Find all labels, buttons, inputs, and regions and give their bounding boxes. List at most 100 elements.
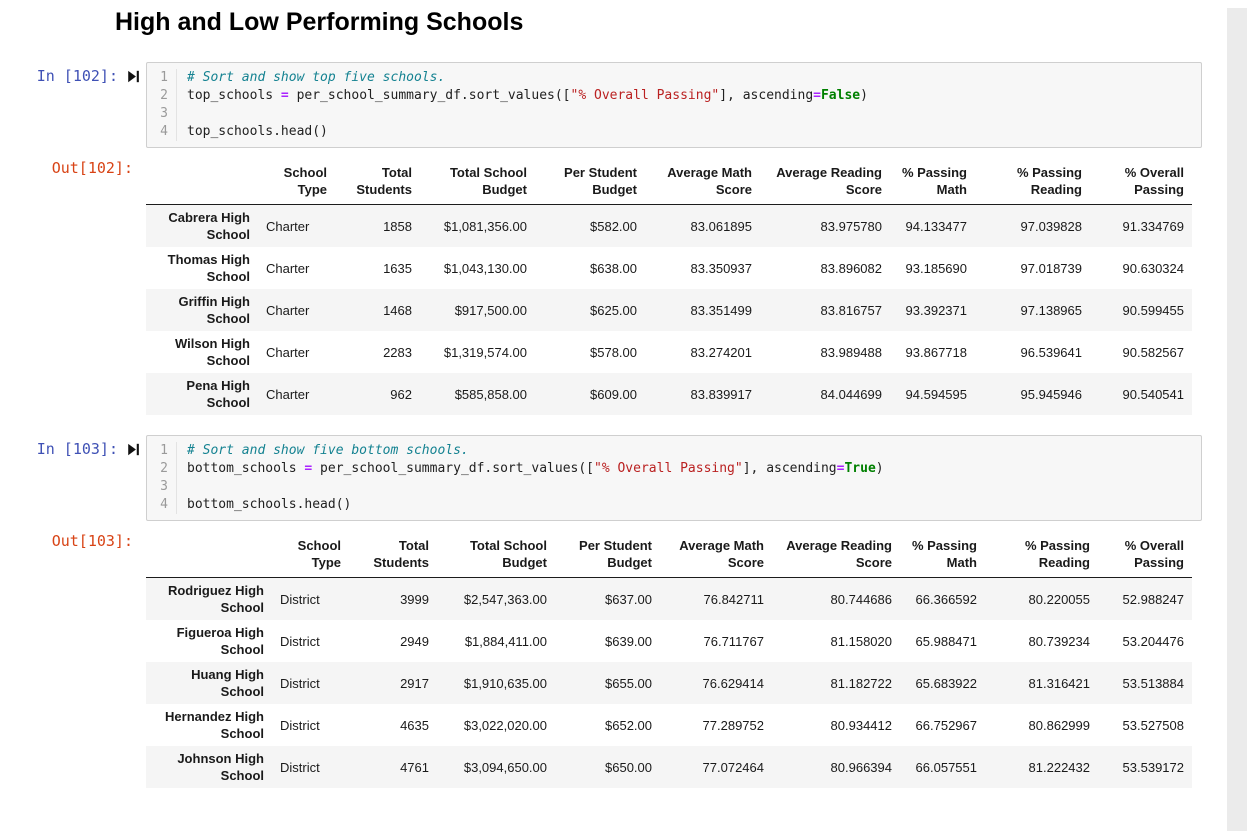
table-cell: 81.222432 (1028, 759, 1090, 775)
code-token-plain: top_schools (187, 88, 281, 103)
table-cell: 90.540541 (1122, 386, 1184, 402)
table-cell: 65.683922 (915, 675, 977, 691)
table-cell: Charter (266, 344, 310, 360)
step-forward-icon[interactable] (127, 70, 140, 83)
table-cell: 66.366592 (915, 591, 977, 607)
output-area: School Type Total Students Total School Bu… (146, 527, 1192, 788)
table-cell: 83.839917 (690, 386, 752, 402)
table-cell: $655.00 (605, 675, 652, 691)
table-cell: $638.00 (590, 260, 637, 276)
table-cell: 65.988471 (915, 633, 977, 649)
column-header: Average Math Score (660, 531, 772, 578)
code-line: 2 bottom_schools = per_school_summary_df.… (147, 460, 1201, 478)
table-cell: 4761 (400, 759, 429, 775)
table-row: Thomas High School Charter 1635 $1,043,130.… (146, 247, 1192, 289)
table-cell: $652.00 (605, 717, 652, 733)
index-column-header (146, 531, 272, 578)
index-column-header (146, 158, 258, 205)
step-forward-icon[interactable] (127, 443, 140, 456)
code-token-string: "% Overall Passing" (594, 461, 743, 476)
row-header: Johnson High School (177, 751, 264, 783)
vertical-scrollbar[interactable] (1227, 8, 1247, 831)
code-line: 1 # Sort and show top five schools. (147, 69, 1201, 87)
line-number: 1 (147, 69, 177, 87)
table-cell: 90.630324 (1122, 260, 1184, 276)
row-header: Cabrera High School (168, 210, 250, 242)
table-cell: 80.220055 (1028, 591, 1090, 607)
table-row: Hernandez High School District 4635 $3,022,… (146, 704, 1192, 746)
cell-output-row: Out[102]: School Type Total Students Total… (0, 154, 1227, 415)
code-editor[interactable]: 1 # Sort and show five bottom schools. 2 bo… (146, 435, 1202, 521)
code-line: 3 (147, 105, 1201, 123)
input-prompt-label: In [102]: (36, 67, 118, 85)
column-header: Per Student Budget (535, 158, 645, 205)
table-cell: 95.945946 (1020, 386, 1082, 402)
column-header: Per Student Budget (555, 531, 660, 578)
output-area: School Type Total Students Total School Bu… (146, 154, 1192, 415)
code-editor[interactable]: 1 # Sort and show top five schools. 2 top_s… (146, 62, 1202, 148)
column-header: Average Math Score (645, 158, 760, 205)
table-cell: 97.039828 (1020, 218, 1082, 234)
header-row: School Type Total Students Total School Bu… (146, 531, 1192, 578)
table-cell: Charter (266, 218, 310, 234)
table-cell: 93.185690 (905, 260, 967, 276)
input-prompt-label: In [103]: (36, 440, 118, 458)
table-cell: 94.594595 (905, 386, 967, 402)
table-cell: 80.934412 (830, 717, 892, 733)
notebook-cell: In [102]: 1 # Sort and show top five scho… (0, 62, 1227, 415)
table-cell: 83.896082 (820, 260, 882, 276)
header-row: School Type Total Students Total School Bu… (146, 158, 1192, 205)
table-cell: 81.182722 (830, 675, 892, 691)
code-token-plain: ], ascending (742, 461, 837, 476)
table-cell: $3,022,020.00 (463, 717, 547, 733)
code-token-plain: ) (860, 88, 868, 103)
table-cell: Charter (266, 302, 310, 318)
prompt-column: In [102]: (0, 62, 146, 85)
table-cell: 94.133477 (905, 218, 967, 234)
table-cell: District (280, 717, 320, 733)
table-row: Johnson High School District 4761 $3,094,65… (146, 746, 1192, 788)
table-cell: 53.527508 (1122, 717, 1184, 733)
code-line: 4 bottom_schools.head() (147, 496, 1201, 514)
code-text: bottom_schools = per_school_summary_df.s… (177, 460, 884, 478)
code-token-plain: ], ascending (719, 88, 814, 103)
column-header: Total Students (349, 531, 437, 578)
row-header: Hernandez High School (165, 709, 264, 741)
row-header: Wilson High School (175, 336, 250, 368)
table-cell: 80.744686 (830, 591, 892, 607)
table-cell: District (280, 633, 320, 649)
table-cell: 76.629414 (702, 675, 764, 691)
code-token-comment: # Sort and show top five schools. (187, 70, 446, 85)
column-header: Average Reading Score (772, 531, 900, 578)
input-prompt: In [102]: (0, 62, 146, 85)
row-header: Griffin High School (178, 294, 251, 326)
column-header: Total School Budget (420, 158, 535, 205)
line-number: 2 (147, 87, 177, 105)
table-cell: 52.988247 (1122, 591, 1184, 607)
code-token-string: "% Overall Passing" (570, 88, 720, 103)
code-token-operator: = (304, 461, 313, 476)
notebook-page: High and Low Performing Schools In [102]… (0, 8, 1227, 788)
table-cell: 53.513884 (1122, 675, 1184, 691)
table-cell: 90.582567 (1122, 344, 1184, 360)
line-number: 2 (147, 460, 177, 478)
table-cell: 97.138965 (1020, 302, 1082, 318)
output-prompt: Out[102]: (51, 159, 133, 177)
table-row: Huang High School District 2917 $1,910,635.… (146, 662, 1192, 704)
table-cell: 96.539641 (1020, 344, 1082, 360)
column-header: School Type (258, 158, 335, 205)
table-cell: 66.057551 (915, 759, 977, 775)
table-cell: 90.599455 (1122, 302, 1184, 318)
table-cell: $1,319,574.00 (443, 344, 527, 360)
table-cell: 83.975780 (820, 218, 882, 234)
table-cell: District (280, 759, 320, 775)
table-cell: 2283 (383, 344, 412, 360)
code-line: 2 top_schools = per_school_summary_df.sor… (147, 87, 1201, 105)
table-row: Wilson High School Charter 2283 $1,319,574.… (146, 331, 1192, 373)
table-cell: $639.00 (605, 633, 652, 649)
table-cell: 80.966394 (830, 759, 892, 775)
column-header: % Passing Reading (975, 158, 1090, 205)
table-cell: $1,910,635.00 (463, 675, 547, 691)
table-cell: Charter (266, 260, 310, 276)
code-token-plain: bottom_schools (187, 461, 305, 476)
